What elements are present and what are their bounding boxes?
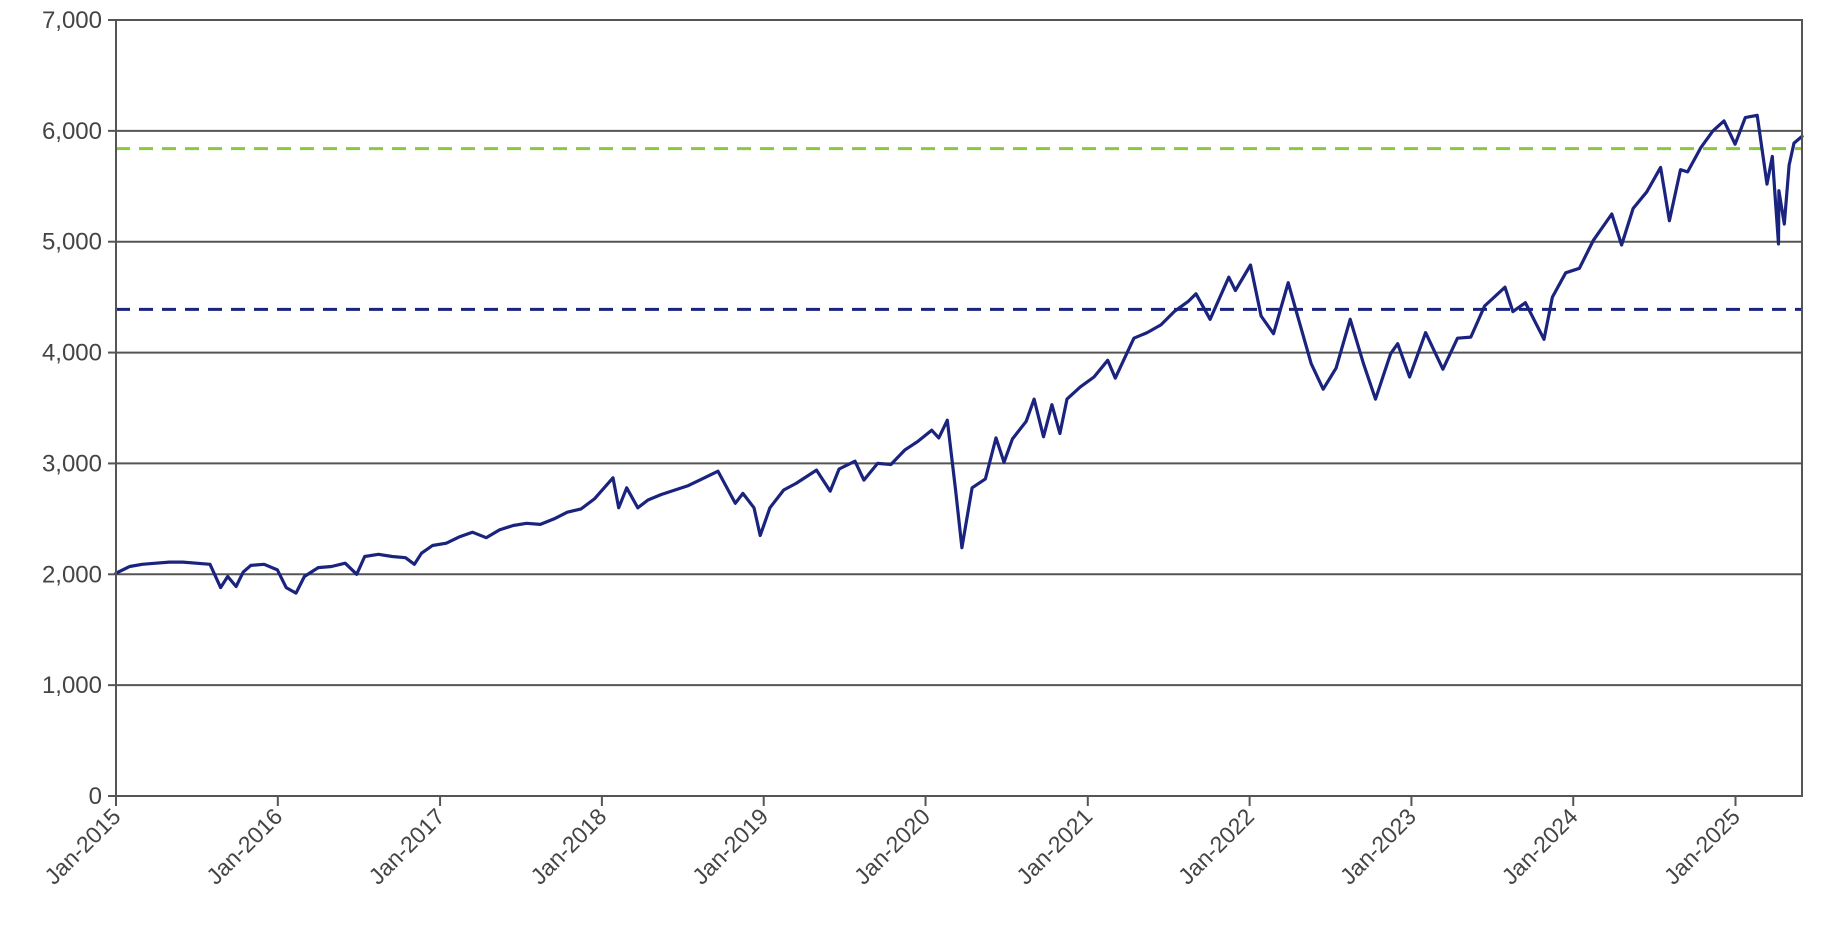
y-tick-label: 0: [89, 783, 102, 810]
x-axis-ticks: Jan-2015 Jan-2016 Jan-2017 Jan-2018 Jan-2019…: [39, 796, 1745, 889]
series-layer: [114, 113, 1804, 595]
x-tick-label: Jan-2016: [201, 803, 287, 889]
x-tick-label: Jan-2017: [363, 803, 449, 889]
y-tick-label: 6,000: [42, 118, 102, 145]
plot-frame: [115, 19, 1803, 797]
y-tick-label: 1,000: [42, 672, 102, 699]
y-tick-label: 7,000: [42, 7, 102, 34]
x-tick-label: Jan-2019: [687, 803, 773, 889]
series-line: [114, 113, 1804, 595]
x-tick-label: Jan-2020: [849, 803, 935, 889]
gridlines: [116, 19, 1802, 797]
x-tick-label: Jan-2025: [1659, 803, 1745, 889]
x-tick-label: Jan-2023: [1335, 803, 1421, 889]
x-tick-label: Jan-2015: [39, 803, 125, 889]
reference-lines: [116, 147, 1802, 311]
x-tick-label: Jan-2022: [1173, 803, 1259, 889]
y-tick-label: 4,000: [42, 340, 102, 367]
y-tick-label: 3,000: [42, 450, 102, 477]
y-tick-label: 5,000: [42, 229, 102, 256]
x-tick-label: Jan-2021: [1011, 803, 1097, 889]
y-tick-label: 2,000: [42, 561, 102, 588]
x-tick-label: Jan-2018: [525, 803, 611, 889]
x-tick-label: Jan-2024: [1497, 803, 1583, 889]
y-axis-ticks: 0 1,000 2,000 3,000 4,000 5,000 6,000 7,000: [42, 7, 116, 810]
